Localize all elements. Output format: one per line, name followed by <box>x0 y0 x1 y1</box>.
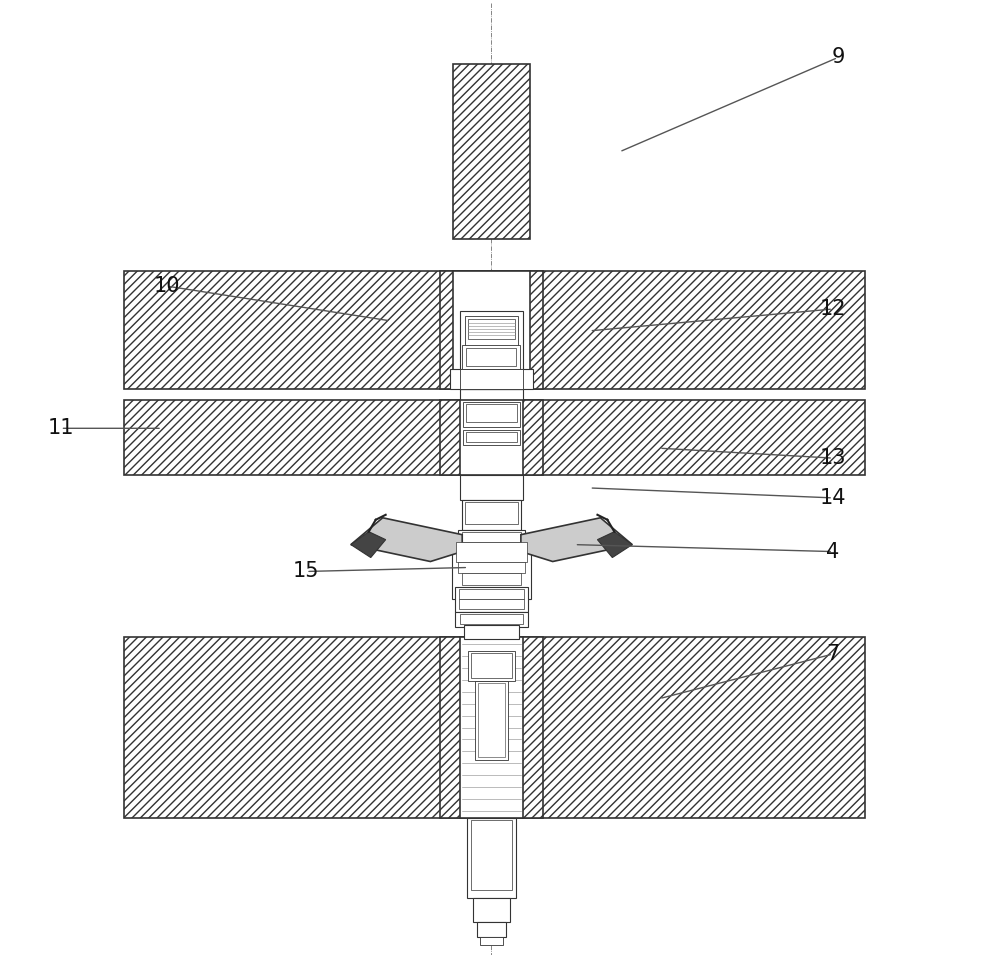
Text: 4: 4 <box>826 541 840 561</box>
Bar <box>460 614 523 625</box>
Bar <box>463 402 520 427</box>
Bar <box>466 404 517 422</box>
Polygon shape <box>351 517 462 561</box>
Text: 14: 14 <box>820 488 846 508</box>
Bar <box>459 589 524 600</box>
Bar <box>460 637 523 818</box>
Bar <box>124 271 865 389</box>
Bar <box>456 541 527 561</box>
Bar <box>475 681 508 761</box>
Polygon shape <box>521 517 632 561</box>
Bar <box>459 600 524 609</box>
Bar <box>453 64 530 240</box>
Bar <box>440 271 543 389</box>
Bar <box>440 637 543 818</box>
Text: 10: 10 <box>154 276 180 296</box>
Bar <box>466 348 516 366</box>
Text: 12: 12 <box>820 299 846 319</box>
Bar <box>463 430 520 445</box>
Text: 13: 13 <box>820 448 846 468</box>
Bar <box>452 539 531 600</box>
Bar <box>465 316 518 346</box>
Bar <box>477 923 506 937</box>
Polygon shape <box>351 532 386 558</box>
Bar <box>462 500 521 530</box>
Text: 15: 15 <box>293 561 319 582</box>
Bar <box>468 319 515 339</box>
Bar <box>462 345 520 369</box>
Text: 9: 9 <box>831 48 845 67</box>
Bar <box>440 400 543 475</box>
Bar <box>453 271 530 389</box>
Bar <box>471 820 512 890</box>
Bar <box>468 651 515 681</box>
Text: 7: 7 <box>826 644 840 664</box>
Bar <box>473 898 510 923</box>
Bar <box>455 587 528 612</box>
Bar <box>466 432 517 443</box>
Bar <box>455 612 528 627</box>
Bar <box>464 626 519 639</box>
Bar <box>460 369 523 389</box>
Bar <box>462 574 521 585</box>
Bar <box>458 561 525 574</box>
Bar <box>124 400 865 475</box>
Text: 11: 11 <box>47 419 74 439</box>
Bar <box>458 530 525 564</box>
Bar <box>462 532 521 541</box>
Bar <box>478 683 505 758</box>
Bar <box>465 502 518 524</box>
Bar <box>467 818 516 898</box>
Bar <box>480 937 503 946</box>
Bar <box>471 653 512 678</box>
Bar <box>460 389 523 402</box>
Bar <box>460 475 523 500</box>
Polygon shape <box>597 532 632 558</box>
Bar <box>124 637 865 818</box>
Bar <box>450 369 533 389</box>
Bar <box>460 311 523 389</box>
Bar <box>460 400 523 475</box>
